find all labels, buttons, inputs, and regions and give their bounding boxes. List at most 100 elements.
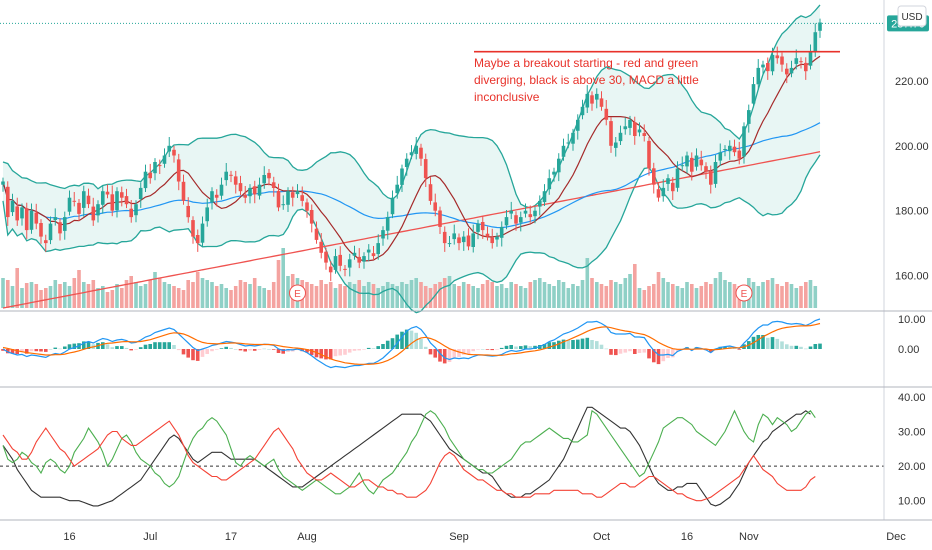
dmi-axis-tick: 20.00: [898, 461, 926, 473]
macd-histogram-bar: [181, 349, 186, 355]
short-moving-average-line: [2, 55, 821, 262]
macd-histogram-bar: [248, 349, 252, 351]
volume-bar: [409, 280, 414, 308]
candle-body: [6, 186, 10, 218]
volume-bar: [181, 290, 186, 308]
candle-body: [319, 241, 323, 253]
candle-body: [110, 194, 115, 211]
candle-body: [362, 256, 366, 262]
volume-bar: [808, 280, 813, 308]
volume-bar: [656, 272, 661, 308]
macd-histogram-bar: [400, 331, 404, 349]
macd-histogram-bar: [504, 345, 509, 349]
macd-histogram-bar: [252, 349, 257, 351]
candle-body: [747, 110, 751, 124]
macd-histogram-bar: [495, 349, 499, 350]
macd-histogram-bar: [799, 346, 803, 349]
volume-bar: [457, 286, 461, 308]
volume-bar: [162, 282, 167, 308]
volume-bar: [172, 286, 176, 308]
candle-body: [751, 84, 756, 104]
volume-bar: [438, 282, 442, 308]
macd-histogram-bar: [276, 349, 281, 353]
macd-histogram-bar: [72, 343, 77, 349]
candle-body: [628, 119, 632, 128]
macd-histogram-bar: [1, 349, 5, 351]
volume-bar: [523, 288, 528, 308]
macd-histogram-bar: [614, 349, 618, 356]
volume-bar: [29, 282, 34, 308]
volume-bar: [10, 286, 15, 308]
volume-bar: [423, 286, 428, 308]
candle-body: [656, 189, 661, 198]
macd-histogram-bar: [666, 349, 670, 358]
volume-bar: [271, 282, 276, 308]
macd-histogram-bar: [48, 349, 53, 350]
macd-histogram-bar: [499, 347, 504, 349]
annotation-note: Maybe a breakout starting - red and gree…: [474, 56, 699, 104]
candle-body: [385, 217, 390, 231]
macd-histogram-bar: [390, 338, 395, 349]
candle-body: [224, 171, 228, 181]
candle-body: [813, 32, 818, 52]
candle-body: [300, 195, 304, 201]
candle-body: [53, 217, 58, 220]
macd-histogram-bar: [286, 349, 290, 352]
volume-bar: [229, 290, 233, 308]
candle-body: [395, 184, 399, 194]
candle-body: [328, 266, 333, 273]
macd-histogram-bar: [347, 349, 352, 353]
candle-body: [718, 152, 723, 161]
candle-body: [780, 56, 784, 65]
candle-body: [29, 210, 34, 230]
candle-body: [390, 197, 395, 215]
macd-histogram-bar: [86, 341, 91, 349]
candle-body: [557, 158, 561, 173]
volume-bar: [666, 282, 670, 308]
macd-histogram-bar: [371, 348, 376, 349]
volume-bar: [680, 288, 685, 308]
candle-body: [181, 181, 186, 201]
macd-histogram-bar: [191, 349, 195, 361]
volume-bar: [44, 288, 48, 308]
candle-body: [604, 108, 609, 120]
macd-histogram-bar: [67, 344, 72, 349]
macd-histogram-bar: [818, 343, 822, 349]
candle-body: [637, 129, 642, 133]
volume-bar: [167, 284, 171, 308]
candle-body: [290, 192, 295, 198]
macd-histogram-bar: [138, 347, 143, 349]
volume-bar: [319, 280, 323, 308]
volume-bar: [770, 278, 775, 308]
volume-bar: [576, 286, 580, 308]
dmi-panel: [0, 406, 884, 507]
volume-bar: [628, 274, 632, 308]
signal-line: [2, 322, 821, 365]
volume-bar: [115, 284, 119, 308]
dmi-axis-tick: 10.00: [898, 496, 926, 508]
macd-histogram-bar: [528, 346, 533, 349]
macd-histogram-bar: [637, 349, 642, 353]
volume-bar: [414, 278, 418, 308]
price-axis-tick: 160.00: [895, 271, 929, 283]
earnings-marker-label: E: [741, 289, 748, 300]
candle-body: [404, 158, 409, 167]
macd-histogram-bar: [656, 349, 661, 365]
volume-bar: [267, 290, 271, 308]
volume-bar: [343, 286, 347, 308]
volume-bar: [91, 280, 96, 308]
macd-histogram-bar: [243, 349, 247, 352]
volume-bar: [385, 282, 390, 308]
volume-bar: [200, 278, 205, 308]
volume-bar: [442, 278, 447, 308]
volume-bar: [362, 286, 366, 308]
candle-body: [210, 191, 214, 203]
long-moving-average-line: [2, 151, 821, 309]
currency-button[interactable]: USD: [897, 5, 927, 27]
macd-histogram-bar: [476, 349, 480, 350]
macd-histogram-bar: [120, 346, 124, 349]
macd-histogram-bar: [63, 346, 67, 349]
candle-body: [523, 210, 528, 214]
macd-histogram-bar: [671, 349, 675, 358]
candle-body: [618, 132, 623, 142]
